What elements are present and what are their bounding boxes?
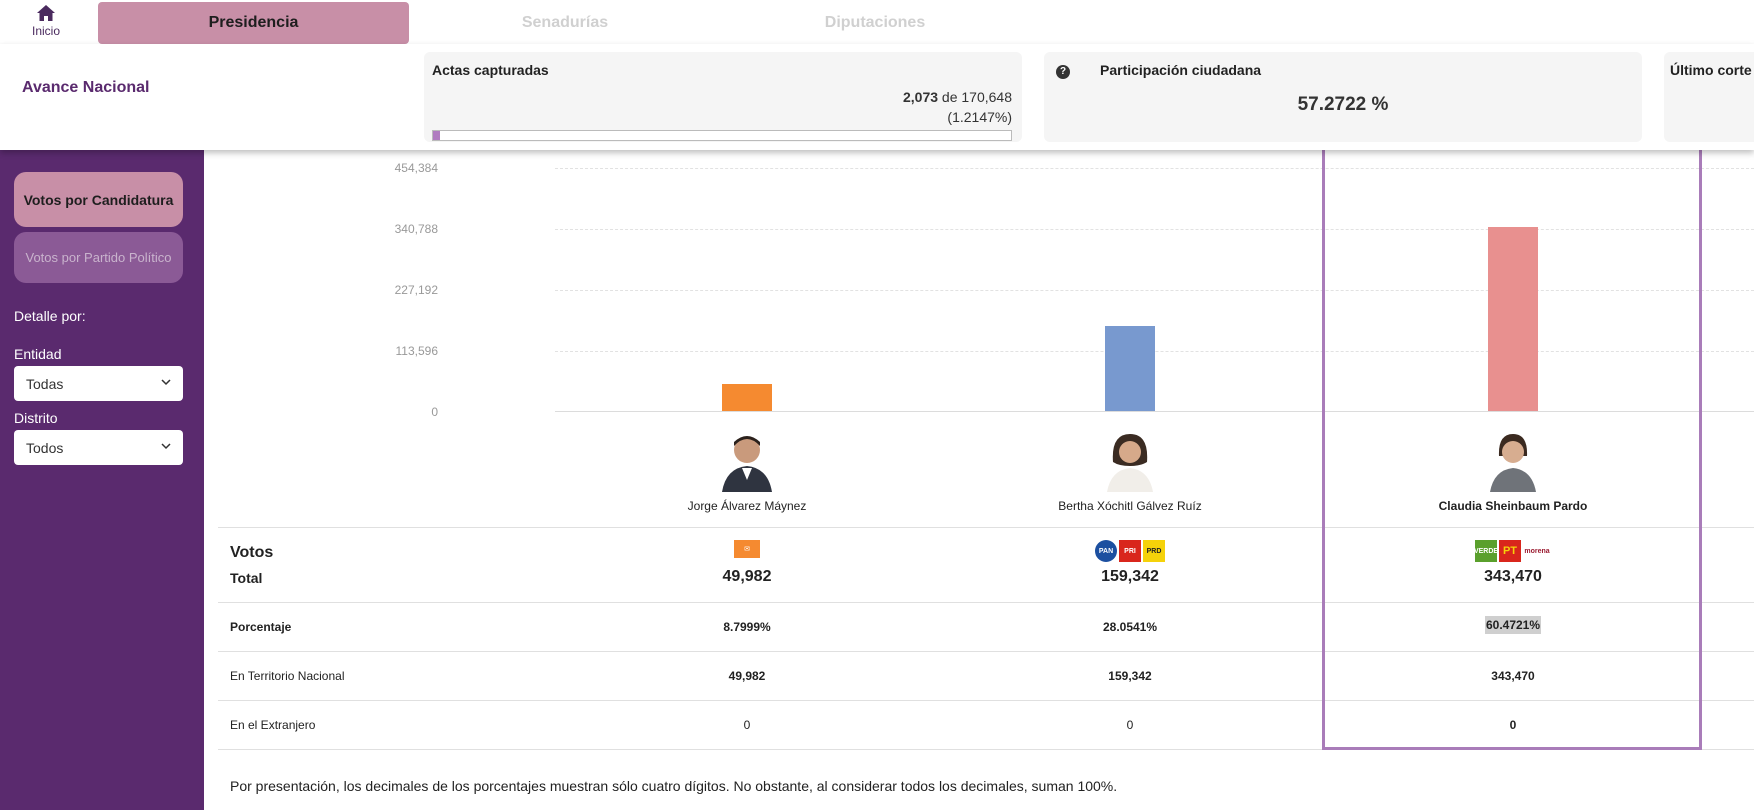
chart-baseline <box>555 411 1754 412</box>
home-icon <box>37 5 55 21</box>
territorio-value: 159,342 <box>1108 669 1152 683</box>
y-tick-label: 113,596 <box>395 344 439 358</box>
distrito-select[interactable]: Todos <box>14 430 183 465</box>
participacion-value: 57.2722 % <box>1297 94 1389 115</box>
percent-value-highlighted: 60.4721% <box>1343 616 1683 634</box>
extranjero-value: 0 <box>1509 718 1517 732</box>
tab-diputaciones[interactable]: Diputaciones <box>824 14 926 31</box>
candidate-name: Bertha Xóchitl Gálvez Ruíz <box>1058 499 1202 513</box>
votos-total-row: Votos Total ✉ PAN PRI PRD VERDE PT moren… <box>218 527 1754 602</box>
actas-captured: 2,073 <box>902 89 939 105</box>
entidad-label: Entidad <box>14 346 62 362</box>
gridline <box>555 229 1754 230</box>
participacion-card: ? Participación ciudadana 57.2722 % <box>1044 52 1642 142</box>
verde-logo-icon: VERDE <box>1474 540 1498 562</box>
tab-presidencia[interactable]: Presidencia <box>98 2 409 44</box>
y-tick-label: 0 <box>431 405 438 419</box>
percent-value: 8.7999% <box>723 620 771 634</box>
chevron-down-icon <box>161 379 171 386</box>
actas-card: Actas capturadas 2,073 de 170,648 (1.214… <box>424 52 1022 142</box>
votos-por-partido-button[interactable]: Votos por Partido Político <box>14 232 183 283</box>
bar-maynez[interactable] <box>722 384 772 411</box>
total-votes: 49,982 <box>722 568 772 585</box>
territorio-value: 49,982 <box>728 669 766 683</box>
bar-sheinbaum[interactable] <box>1488 227 1538 411</box>
party-logos-maynez: ✉ <box>577 540 917 558</box>
pri-logo-icon: PRI <box>1119 540 1141 562</box>
gridline <box>555 168 1754 169</box>
actas-progress-bar <box>432 130 1012 141</box>
bar-galvez[interactable] <box>1105 325 1155 411</box>
party-logos-sheinbaum: VERDE PT morena <box>1343 540 1683 562</box>
home-button[interactable]: Inicio <box>20 4 72 42</box>
actas-progress-fill <box>433 131 441 140</box>
prd-logo-icon: PRD <box>1143 540 1165 562</box>
help-icon[interactable]: ? <box>1056 65 1070 79</box>
actas-percent: (1.2147%) <box>947 109 1012 125</box>
distrito-label: Distrito <box>14 410 58 426</box>
percent-chip: 60.4721% <box>1484 616 1542 634</box>
avance-nacional-title: Avance Nacional <box>22 79 150 96</box>
ultimo-corte-card: Último corte <box>1664 52 1754 142</box>
territorio-label: En Territorio Nacional <box>230 669 345 683</box>
top-nav: Inicio Presidencia Senadurías Diputacion… <box>0 0 1754 44</box>
candidate-photo-sheinbaum <box>1490 434 1536 492</box>
entidad-select[interactable]: Todas <box>14 366 183 401</box>
pan-logo-icon: PAN <box>1095 540 1117 562</box>
percent-value: 28.0541% <box>1102 620 1158 634</box>
y-tick-label: 454,384 <box>394 161 438 175</box>
chevron-down-icon <box>161 443 171 450</box>
entidad-value: Todas <box>26 375 64 392</box>
total-votes: 159,342 <box>1101 568 1159 585</box>
morena-logo-icon: morena <box>1523 540 1551 562</box>
extranjero-row: En el Extranjero 0 0 0 <box>218 700 1754 750</box>
actas-total: 170,648 <box>961 89 1012 105</box>
actas-count: 2,073 de 170,648 (1.2147%) <box>903 87 1012 127</box>
total-label: Total <box>230 570 263 586</box>
actas-of: de <box>941 89 958 105</box>
porcentaje-label: Porcentaje <box>230 620 292 634</box>
participacion-title: Participación ciudadana <box>1100 62 1262 78</box>
detalle-label: Detalle por: <box>14 308 86 324</box>
y-tick-label: 340,788 <box>394 222 438 236</box>
ultimo-corte-title: Último corte <box>1670 62 1752 78</box>
total-votes: 343,470 <box>1484 568 1542 585</box>
y-tick-label: 227,192 <box>394 283 438 297</box>
party-logos-galvez: PAN PRI PRD <box>960 540 1300 562</box>
territorio-value: 343,470 <box>1491 669 1535 683</box>
votos-label: Votos <box>230 544 274 561</box>
gridline <box>555 290 1754 291</box>
footnote: Por presentación, los decimales de los p… <box>230 778 1118 794</box>
home-label: Inicio <box>31 24 60 38</box>
porcentaje-row: Porcentaje 8.7999% 28.0541% 60.4721% <box>218 602 1754 651</box>
sidebar: Votos por Candidatura Votos por Partido … <box>0 150 204 810</box>
votos-por-candidatura-button[interactable]: Votos por Candidatura <box>14 172 183 227</box>
actas-title: Actas capturadas <box>432 62 549 78</box>
extranjero-value: 0 <box>743 718 751 732</box>
mc-logo-icon: ✉ <box>734 540 760 558</box>
territorio-row: En Territorio Nacional 49,982 159,342 34… <box>218 651 1754 700</box>
extranjero-label: En el Extranjero <box>230 718 316 732</box>
extranjero-value: 0 <box>1126 718 1134 732</box>
distrito-value: Todos <box>26 439 64 456</box>
candidate-photo-galvez <box>1107 434 1153 492</box>
candidate-name: Claudia Sheinbaum Pardo <box>1438 499 1588 513</box>
tab-senadurias[interactable]: Senadurías <box>521 14 609 31</box>
candidate-name: Jorge Álvarez Máynez <box>687 499 807 513</box>
avance-header: Avance Nacional Actas capturadas 2,073 d… <box>0 44 1754 150</box>
pt-logo-icon: PT <box>1499 540 1521 562</box>
candidate-photo-maynez <box>722 436 772 492</box>
